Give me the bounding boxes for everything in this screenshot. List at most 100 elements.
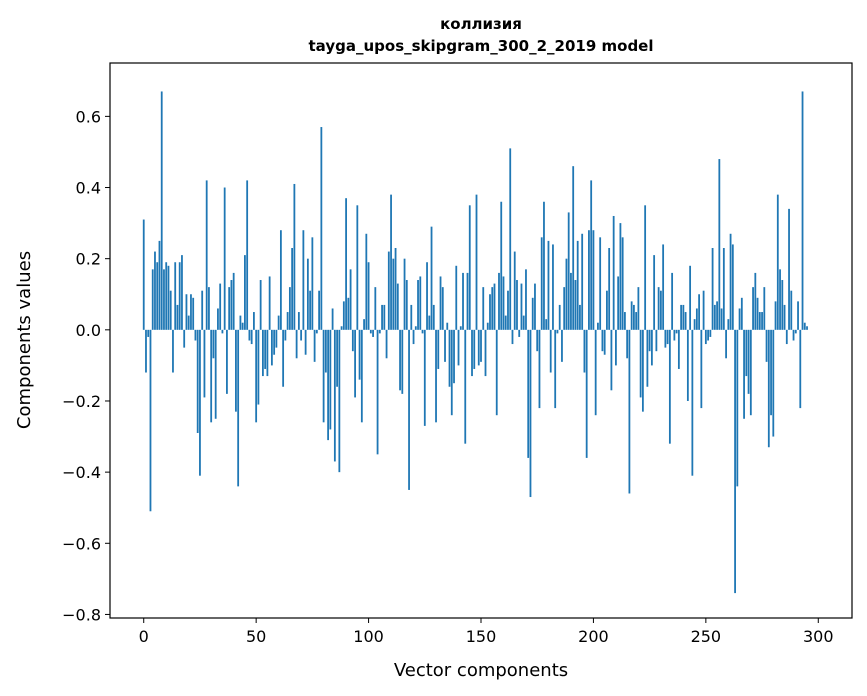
- x-axis-ticks: 0 50 100 150 200 250 300: [139, 618, 834, 646]
- bar-159: [500, 201, 503, 330]
- bar-195: [581, 233, 584, 330]
- bar-135: [446, 322, 449, 330]
- bar-203: [599, 237, 602, 330]
- bar-32: [214, 329, 217, 419]
- bar-152: [484, 329, 487, 377]
- bar-139: [455, 265, 458, 330]
- bar-258: [722, 248, 725, 330]
- bar-65: [288, 287, 291, 330]
- bar-34: [219, 283, 222, 330]
- bar-199: [590, 180, 593, 330]
- bar-189: [567, 212, 570, 330]
- bar-193: [576, 240, 579, 330]
- bar-106: [381, 304, 383, 330]
- bar-273: [756, 297, 759, 330]
- bar-30: [210, 329, 213, 423]
- bar-144: [466, 272, 469, 330]
- bar-230: [659, 290, 662, 330]
- bar-188: [565, 258, 568, 330]
- bar-184: [556, 329, 559, 334]
- bar-185: [558, 304, 561, 330]
- y-axis-label: Components values: [14, 251, 35, 429]
- bar-197: [585, 329, 588, 458]
- bar-194: [579, 304, 581, 330]
- bar-245: [693, 319, 696, 330]
- bar-2: [147, 329, 150, 337]
- bar-33: [217, 308, 219, 330]
- bar-167: [518, 329, 521, 337]
- bar-130: [435, 329, 437, 423]
- bar-229: [657, 287, 660, 330]
- bar-240: [682, 304, 685, 330]
- bar-99: [365, 233, 368, 330]
- bar-38: [228, 287, 231, 330]
- bar-176: [538, 329, 541, 409]
- bar-192: [574, 280, 577, 330]
- bar-178: [543, 201, 545, 330]
- bar-290: [794, 329, 797, 334]
- bar-147: [473, 329, 476, 369]
- bar-149: [477, 329, 480, 366]
- bar-220: [637, 287, 640, 330]
- bar-22: [192, 297, 195, 330]
- bar-274: [758, 312, 761, 330]
- bar-55: [266, 329, 269, 377]
- bar-267: [743, 329, 745, 419]
- bar-6: [156, 262, 159, 330]
- bar-181: [549, 329, 552, 373]
- bar-281: [774, 301, 777, 330]
- bar-93: [351, 329, 354, 352]
- bar-54: [264, 329, 267, 369]
- bar-125: [423, 329, 426, 426]
- bar-196: [583, 329, 586, 373]
- bar-208: [610, 329, 613, 391]
- bar-137: [450, 329, 453, 416]
- bar-221: [639, 329, 642, 398]
- bar-129: [432, 304, 435, 330]
- bar-97: [360, 329, 363, 423]
- bar-113: [396, 283, 399, 330]
- bar-44: [241, 322, 244, 330]
- bar-179: [545, 319, 548, 330]
- bar-138: [453, 329, 455, 384]
- bar-263: [734, 329, 736, 594]
- bar-42: [237, 329, 240, 487]
- bar-177: [540, 237, 543, 330]
- bar-29: [208, 287, 210, 330]
- bar-8: [160, 91, 163, 330]
- bar-121: [414, 326, 417, 330]
- y-tick-label: 0.4: [76, 179, 101, 198]
- bar-95: [356, 205, 359, 330]
- chart-subtitle: tayga_upos_skipgram_300_2_2019 model: [309, 37, 654, 55]
- bar-26: [201, 290, 204, 330]
- bar-171: [527, 329, 530, 458]
- bar-123: [419, 276, 422, 330]
- bar-242: [686, 329, 689, 401]
- bar-73: [306, 258, 309, 330]
- bar-90: [345, 198, 347, 330]
- bar-151: [482, 287, 485, 330]
- x-tick-label: 200: [578, 627, 609, 646]
- bar-207: [608, 248, 611, 330]
- bar-49: [253, 312, 255, 330]
- bar-279: [770, 329, 772, 416]
- bar-112: [394, 248, 397, 330]
- bar-212: [619, 223, 622, 330]
- bar-175: [536, 329, 539, 352]
- bar-247: [698, 294, 700, 330]
- bar-269: [747, 329, 750, 394]
- bar-259: [725, 329, 727, 359]
- y-tick-label: 0.0: [76, 321, 101, 340]
- bar-282: [776, 194, 779, 330]
- bar-133: [441, 287, 444, 330]
- bar-15: [176, 304, 179, 330]
- bar-84: [331, 308, 334, 330]
- bar-105: [378, 329, 381, 334]
- bar-234: [668, 329, 671, 444]
- bar-271: [752, 287, 754, 330]
- bar-161: [504, 315, 507, 330]
- bar-48: [250, 329, 253, 345]
- bar-7: [158, 240, 161, 330]
- bar-165: [513, 251, 516, 330]
